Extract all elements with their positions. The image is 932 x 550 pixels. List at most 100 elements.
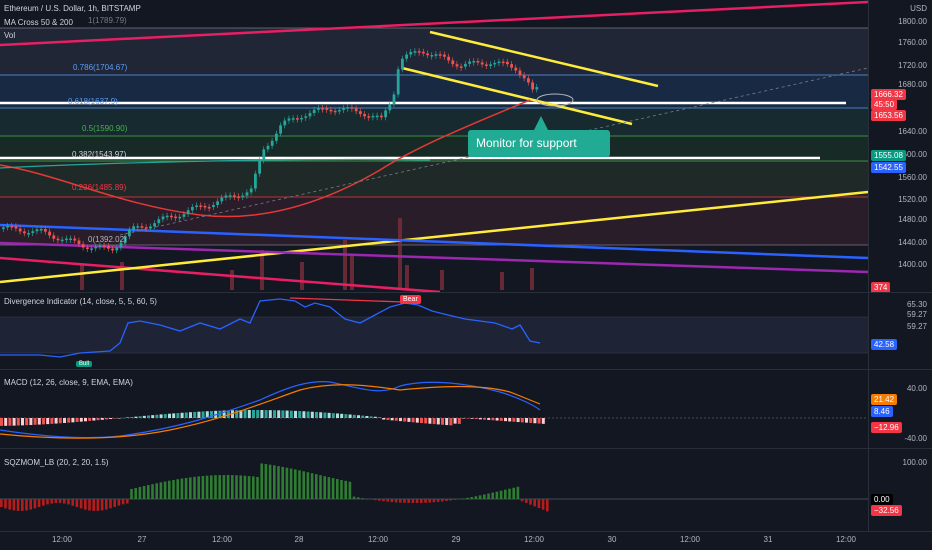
- macd-bar: [365, 415, 369, 418]
- macd-bar: [428, 418, 432, 424]
- pane-separator[interactable]: [0, 292, 932, 293]
- sqz-bar: [478, 495, 482, 499]
- candle-body: [443, 54, 446, 57]
- macd-title[interactable]: MACD (12, 26, close, 9, EMA, EMA): [4, 378, 133, 387]
- macd-bar: [184, 412, 188, 418]
- macd-signal-label: 21.42: [871, 394, 898, 405]
- fib-level-05: 0.5(1590.90): [82, 124, 128, 133]
- candle-body: [275, 133, 278, 141]
- price-axis[interactable]: USD 1800.00 1760.00 1720.00 1640.00 1560…: [868, 0, 932, 293]
- pane-separator[interactable]: [0, 369, 932, 370]
- macd-bar: [285, 410, 289, 418]
- sqz-bar: [289, 468, 293, 499]
- sqz-bar: [58, 499, 62, 504]
- divergence-pane[interactable]: Divergence Indicator (14, close, 5, 5, 6…: [0, 293, 868, 369]
- sqz-bar: [142, 486, 146, 499]
- macd-bar: [243, 410, 247, 418]
- sqz-bar: [403, 499, 406, 503]
- candle-body: [308, 113, 312, 117]
- time-tick: 31: [763, 535, 773, 544]
- macd-bar: [474, 418, 478, 420]
- macd-bar: [533, 418, 537, 424]
- sqz-bar: [310, 473, 314, 499]
- indicator-ma-cross[interactable]: MA Cross 50 & 200: [4, 18, 73, 27]
- candle-body: [140, 226, 144, 228]
- macd-bar: [483, 418, 486, 420]
- macd-bar: [151, 415, 155, 418]
- sqz-bar: [109, 499, 112, 509]
- macd-axis[interactable]: 40.00 21.42 8.46 −12.96 -40.00: [868, 370, 932, 448]
- sqz-tick: 100.00: [902, 458, 927, 467]
- candle-body: [254, 173, 257, 189]
- candle-body: [178, 216, 182, 219]
- candle-body: [472, 61, 476, 63]
- sqzmom-canvas: [0, 463, 868, 512]
- macd-bar: [273, 410, 276, 418]
- ma-blue-label: 1542.55: [871, 162, 906, 173]
- sqz-bar: [302, 471, 305, 499]
- divergence-title[interactable]: Divergence Indicator (14, close, 5, 5, 6…: [4, 297, 157, 306]
- sqz-bar: [193, 476, 196, 499]
- sqz-bar: [260, 463, 263, 499]
- macd-bar: [541, 418, 545, 424]
- sqz-bar: [483, 494, 486, 499]
- sqzmom-pane[interactable]: SQZMOM_LB (20, 2, 20, 1.5): [0, 449, 868, 531]
- candle-body: [489, 64, 492, 66]
- sqz-bar: [462, 498, 465, 500]
- sqz-bar: [243, 475, 247, 499]
- fib-level-0786: 0.786(1704.67): [73, 63, 128, 72]
- macd-bar: [504, 418, 507, 422]
- macd-pane[interactable]: MACD (12, 26, close, 9, EMA, EMA): [0, 370, 868, 448]
- macd-bar: [357, 415, 360, 418]
- symbol-title[interactable]: Ethereum / U.S. Dollar, 1h, BITSTAMP: [4, 4, 141, 13]
- sqz-bar: [348, 481, 352, 499]
- sqz-bar: [130, 488, 133, 499]
- currency-label: USD: [910, 4, 927, 13]
- candle-body: [426, 53, 429, 56]
- macd-bar: [155, 414, 159, 418]
- pane-separator[interactable]: [0, 448, 932, 449]
- sqz-bar: [499, 490, 503, 499]
- candle-body: [392, 94, 396, 105]
- candle-body: [77, 240, 81, 245]
- divergence-axis[interactable]: 65.30 59.27 59.27 42.58: [868, 293, 932, 369]
- price-tick: 1760.00: [898, 38, 927, 47]
- macd-bar: [71, 418, 75, 423]
- indicator-volume[interactable]: Vol: [4, 31, 16, 40]
- sqz-bar: [71, 499, 74, 506]
- macd-bar: [268, 410, 272, 418]
- candle-body: [86, 247, 89, 250]
- candle-body: [354, 108, 358, 112]
- callout-monitor-support[interactable]: Monitor for support: [468, 130, 610, 157]
- sqz-bar: [331, 478, 335, 499]
- candle-body: [136, 226, 140, 228]
- macd-bar: [54, 418, 58, 424]
- sqz-bar: [336, 479, 339, 499]
- sqz-bar: [151, 484, 154, 499]
- sqz-bar: [285, 467, 289, 499]
- sqz-bar: [214, 475, 217, 499]
- candle-body: [396, 69, 400, 95]
- candle-body: [90, 248, 93, 250]
- candle-body: [455, 64, 459, 67]
- macd-bar: [92, 418, 96, 421]
- sqzmom-title[interactable]: SQZMOM_LB (20, 2, 20, 1.5): [4, 458, 109, 467]
- macd-bar: [130, 417, 134, 418]
- div-tick: 59.27: [906, 322, 927, 331]
- candle-body: [237, 196, 240, 198]
- sqz-bar: [222, 475, 226, 499]
- sqz-bar: [210, 475, 213, 499]
- sqz-bar: [449, 499, 452, 501]
- sqz-bar: [268, 464, 272, 499]
- sqz-bar: [256, 476, 259, 499]
- sqz-bar: [361, 498, 364, 499]
- macd-bar: [478, 418, 482, 420]
- candle-body: [182, 214, 186, 217]
- macd-line-label: 8.46: [871, 406, 893, 417]
- time-tick: 12:00: [211, 535, 233, 544]
- time-axis[interactable]: [0, 532, 932, 550]
- sqzmom-axis[interactable]: 100.00 0.00 −32.56: [868, 449, 932, 531]
- div-tick: 65.30: [906, 300, 927, 309]
- candle-body: [329, 109, 333, 112]
- price-chart-pane[interactable]: Ethereum / U.S. Dollar, 1h, BITSTAMP MA …: [0, 0, 868, 292]
